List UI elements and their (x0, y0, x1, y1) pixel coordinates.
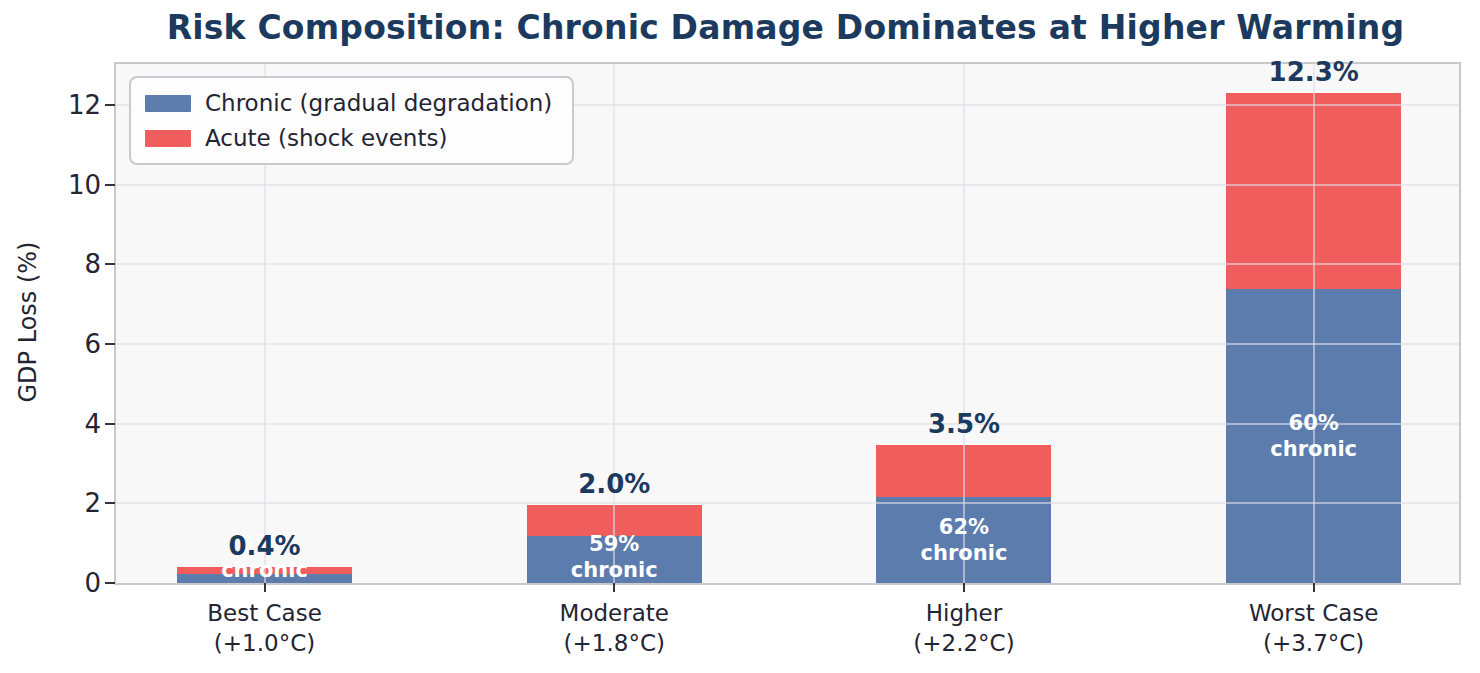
y-tick-mark (105, 423, 115, 425)
gridline-horizontal (116, 263, 1459, 265)
x-tick-label: Moderate(+1.8°C) (560, 598, 669, 658)
x-tick-label-line1: Higher (913, 598, 1014, 628)
x-tick-label-line1: Best Case (207, 598, 322, 628)
y-tick-label: 10 (68, 172, 101, 198)
x-tick-label-line2: (+1.0°C) (207, 628, 322, 658)
segment-label-word: chronic (571, 557, 658, 583)
y-tick-label: 0 (84, 570, 101, 596)
segment-label-percent: 60% (1270, 410, 1357, 436)
segment-label-percent: 59% (571, 531, 658, 557)
y-tick-mark (105, 263, 115, 265)
total-label: 3.5% (928, 409, 1000, 439)
legend-label-acute: Acute (shock events) (205, 125, 447, 151)
x-tick-label-line1: Moderate (560, 598, 669, 628)
x-tick-mark (1313, 583, 1315, 592)
x-tick-mark (963, 583, 965, 592)
legend-item-chronic: Chronic (gradual degradation) (145, 90, 552, 116)
y-tick-label: 2 (84, 490, 101, 516)
gridline-vertical (1313, 64, 1315, 583)
x-tick-mark (264, 583, 266, 592)
segment-label: 59%chronic (571, 531, 658, 583)
x-tick-mark (613, 583, 615, 592)
y-tick-mark (105, 184, 115, 186)
legend-label-chronic: Chronic (gradual degradation) (205, 90, 552, 116)
gridline-horizontal (116, 423, 1459, 425)
plot-area: Chronic (gradual degradation) Acute (sho… (114, 62, 1461, 585)
y-axis-title: GDP Loss (%) (14, 242, 42, 403)
legend-item-acute: Acute (shock events) (145, 125, 552, 151)
y-tick-mark (105, 502, 115, 504)
x-tick-label: Best Case(+1.0°C) (207, 598, 322, 658)
x-tick-label-line2: (+1.8°C) (560, 628, 669, 658)
x-tick-label: Higher(+2.2°C) (913, 598, 1014, 658)
total-label: 12.3% (1269, 57, 1359, 87)
gridline-horizontal (116, 184, 1459, 186)
gridline-horizontal (116, 343, 1459, 345)
legend-swatch-chronic (145, 95, 191, 112)
gridline-horizontal (116, 502, 1459, 504)
segment-label-word: chronic (921, 540, 1008, 566)
y-tick-mark (105, 104, 115, 106)
legend: Chronic (gradual degradation) Acute (sho… (129, 76, 574, 165)
y-tick-mark (105, 582, 115, 584)
segment-label: 62%chronic (921, 514, 1008, 566)
x-tick-label-line2: (+2.2°C) (913, 628, 1014, 658)
chart-title: Risk Composition: Chronic Damage Dominat… (114, 8, 1457, 47)
y-tick-label: 6 (84, 331, 101, 357)
legend-swatch-acute (145, 130, 191, 147)
y-tick-label: 8 (84, 251, 101, 277)
gridline-vertical (963, 64, 965, 583)
total-label: 0.4% (228, 531, 300, 561)
y-tick-label: 12 (68, 92, 101, 118)
segment-label-percent: 62% (921, 514, 1008, 540)
y-tick-label: 4 (84, 411, 101, 437)
x-tick-label: Worst Case(+3.7°C) (1249, 598, 1379, 658)
y-tick-mark (105, 343, 115, 345)
segment-label: 60%chronic (1270, 410, 1357, 462)
segment-label-word: chronic (1270, 436, 1357, 462)
x-tick-label-line2: (+3.7°C) (1249, 628, 1379, 658)
figure: Risk Composition: Chronic Damage Dominat… (0, 0, 1480, 673)
total-label: 2.0% (578, 469, 650, 499)
x-tick-label-line1: Worst Case (1249, 598, 1379, 628)
gridline-vertical (613, 64, 615, 583)
